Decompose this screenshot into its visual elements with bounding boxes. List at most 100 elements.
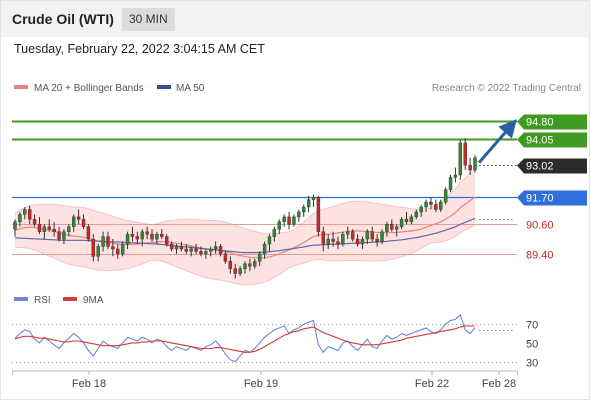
candle-body (150, 233, 154, 240)
research-credit: Research © 2022 Trading Central (432, 83, 581, 94)
candle-body (267, 236, 272, 245)
level-tag-text-91.70: 91.70 (526, 193, 554, 205)
candle-body (27, 209, 32, 220)
candle-body (101, 236, 105, 247)
ma50-legend-label: MA 50 (176, 83, 205, 94)
candle-body (125, 233, 130, 245)
candle-body (370, 231, 374, 240)
instrument-title: Crude Oil (WTI) (12, 11, 114, 27)
candle-body (209, 248, 213, 252)
candle-body (62, 231, 66, 240)
candle-body (341, 233, 345, 245)
candle-body (228, 261, 233, 269)
candle-body (321, 231, 326, 245)
candle-body (326, 238, 330, 245)
candle-body (292, 216, 296, 225)
ma20-legend-swatch (14, 85, 28, 89)
candle-body (23, 209, 27, 215)
candle-body (32, 219, 37, 225)
rsi-legend-label: RSI (34, 295, 51, 306)
candle-body (302, 206, 306, 213)
candle-body (414, 211, 418, 218)
candle-body (257, 253, 262, 262)
candle-body (394, 226, 399, 230)
candle-body (52, 229, 56, 232)
rsi-legend-swatch (14, 297, 28, 301)
ma9-legend-swatch (63, 297, 77, 301)
x-axis: Feb 18 Feb 19 Feb 22 Feb 28 (12, 371, 518, 390)
candle-body (439, 201, 443, 210)
candle-body (111, 246, 115, 250)
rsi-tick-30: 30 (526, 358, 538, 370)
rsi-tick-50: 50 (526, 339, 538, 351)
candle-body (297, 211, 301, 218)
candle-body (194, 248, 198, 252)
level-tag-93.02 (517, 158, 587, 174)
candle-body (429, 201, 433, 205)
candle-body (164, 236, 169, 245)
candle-body (404, 219, 409, 223)
candle-body (155, 233, 159, 240)
candle-body (106, 236, 110, 247)
candle-body (346, 231, 350, 235)
candle-body (72, 216, 76, 227)
candle-body (140, 231, 144, 240)
candle-body (453, 174, 458, 178)
candle-body (130, 233, 135, 237)
candle-body (473, 157, 477, 171)
timestamp: Tuesday, February 22, 2022 3:04:15 AM CE… (14, 42, 265, 56)
candle-body (223, 253, 228, 262)
candle-body (145, 231, 149, 235)
candle-body (18, 214, 22, 223)
candle-body (96, 246, 100, 257)
candle-body (135, 236, 140, 240)
candle-body (47, 226, 51, 230)
candle-body (169, 243, 174, 250)
candle-body (277, 221, 281, 230)
candle-body (179, 246, 184, 250)
candle-body (375, 238, 379, 242)
candle-body (331, 238, 335, 242)
candle-body (67, 226, 71, 232)
candle-body (399, 219, 404, 227)
timeframe-badge[interactable]: 30 MIN (122, 8, 175, 31)
candle-body (116, 248, 120, 255)
candle-body (365, 231, 370, 240)
candle-body (336, 241, 340, 245)
candle-body (13, 221, 17, 230)
candle-body (458, 142, 463, 176)
x-label-feb-19: Feb 19 (244, 378, 278, 390)
rsi-tick-70: 70 (526, 320, 538, 332)
candle-body (355, 238, 360, 245)
candle-body (248, 263, 252, 267)
x-label-feb-18: Feb 18 (72, 378, 106, 390)
candle-body (160, 233, 164, 237)
candle-body (306, 199, 311, 208)
candle-body (316, 196, 321, 232)
level-tag-text-94.80: 94.80 (526, 117, 554, 129)
candle-body (253, 261, 257, 267)
candle-body (468, 164, 472, 171)
level-tag-text-94.05: 94.05 (526, 135, 554, 147)
candle-body (311, 196, 316, 200)
candle-body (390, 224, 394, 230)
rsi-panel: 70 50 30 (12, 313, 538, 370)
level-tag-91.70 (517, 190, 587, 206)
candle-body (419, 206, 423, 213)
ma50-legend-swatch (157, 85, 171, 89)
bollinger-fill (15, 169, 475, 285)
level-label-89.40: 89.40 (526, 250, 554, 262)
forecast-arrow (477, 119, 517, 164)
candle-body (37, 224, 42, 232)
candle-body (262, 243, 267, 255)
candle-body (184, 248, 188, 252)
candle-body (424, 201, 428, 208)
candle-body (448, 177, 453, 190)
candle-body (380, 231, 384, 242)
candle-body (463, 142, 467, 166)
candle-body (385, 224, 389, 232)
candle-body (243, 263, 247, 269)
level-labels: 94.80 94.05 93.02 91.70 90.60 89.40 (517, 114, 587, 262)
rsi-line (14, 313, 476, 363)
